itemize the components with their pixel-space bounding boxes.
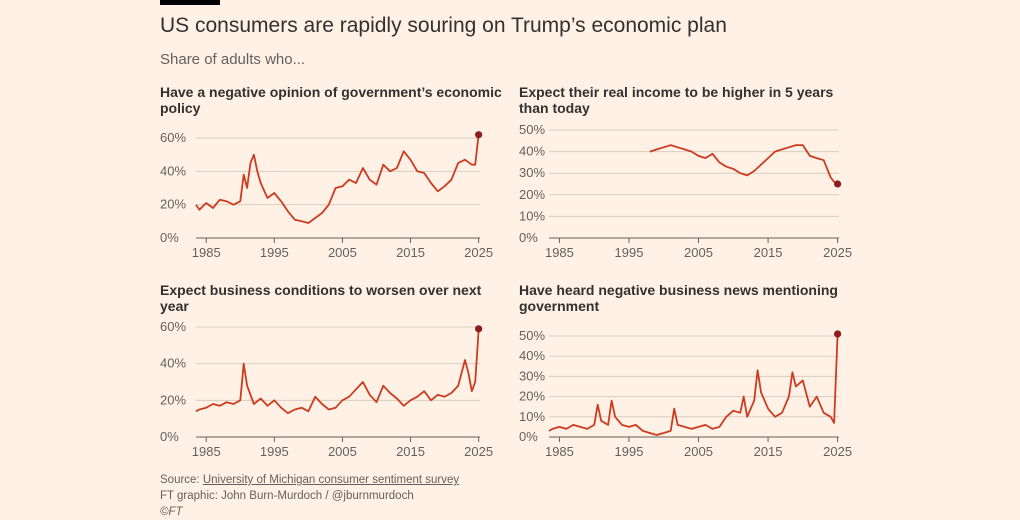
chart-svg: 0% 20% 40% 60% 1985 1995 2005 2015 2025 bbox=[160, 130, 493, 260]
chart-svg: 0% 20% 40% 60% 1985 1995 2005 2015 2025 bbox=[160, 319, 493, 459]
panel-real-income: Expect their real income to be higher in… bbox=[519, 84, 864, 274]
y-tick-label: 10% bbox=[519, 208, 545, 223]
y-tick-label: 0% bbox=[519, 429, 538, 444]
panel-government-policy: Have a negative opinion of government’s … bbox=[160, 84, 505, 274]
chart-subtitle: Share of adults who... bbox=[160, 51, 306, 68]
x-tick-label: 1995 bbox=[615, 444, 644, 459]
series-line bbox=[649, 144, 839, 185]
series-line bbox=[548, 333, 839, 436]
x-tick-label: 2005 bbox=[684, 444, 713, 459]
x-tick-label: 1985 bbox=[545, 444, 574, 459]
x-tick-label: 1985 bbox=[192, 444, 221, 459]
y-tick-label: 50% bbox=[519, 122, 545, 137]
series-line bbox=[195, 134, 480, 224]
y-tick-label: 40% bbox=[519, 144, 545, 159]
x-tick-label: 2025 bbox=[464, 245, 493, 260]
y-tick-label: 20% bbox=[160, 392, 186, 407]
panel-business-conditions: Expect business conditions to worsen ove… bbox=[160, 282, 505, 472]
y-tick-label: 20% bbox=[519, 187, 545, 202]
x-tick-label: 2015 bbox=[396, 444, 425, 459]
chart-svg: 0% 10% 20% 30% 40% 50% 1985 1995 2005 2015 2025 bbox=[519, 328, 852, 459]
y-tick-label: 0% bbox=[519, 230, 538, 245]
x-tick-label: 2005 bbox=[684, 245, 713, 260]
x-tick-label: 2005 bbox=[328, 245, 357, 260]
latest-value-dot bbox=[475, 325, 483, 333]
x-tick-label: 1995 bbox=[260, 245, 289, 260]
y-tick-label: 60% bbox=[160, 319, 186, 334]
ft-accent-bar bbox=[160, 0, 220, 5]
panel-business-news: Have heard negative business news mentio… bbox=[519, 282, 864, 472]
y-tick-label: 40% bbox=[519, 348, 545, 363]
panel-title: Have heard negative business news mentio… bbox=[519, 282, 838, 314]
y-tick-label: 0% bbox=[160, 429, 179, 444]
panel-title: Have a negative opinion of government’s … bbox=[160, 84, 502, 116]
x-tick-label: 2025 bbox=[823, 444, 852, 459]
y-tick-label: 0% bbox=[160, 230, 179, 245]
y-tick-label: 40% bbox=[160, 163, 186, 178]
graphic-credit: FT graphic: John Burn-Murdoch / @jburnmu… bbox=[160, 490, 414, 502]
x-tick-label: 2025 bbox=[823, 245, 852, 260]
source-prefix: Source: bbox=[160, 474, 203, 486]
panel-title: Expect business conditions to worsen ove… bbox=[160, 282, 482, 314]
series-line bbox=[195, 330, 480, 415]
source-note: Source: University of Michigan consumer … bbox=[160, 474, 459, 486]
x-tick-label: 2015 bbox=[754, 444, 783, 459]
y-tick-label: 20% bbox=[519, 389, 545, 404]
source-link[interactable]: University of Michigan consumer sentimen… bbox=[202, 474, 460, 486]
x-tick-label: 1995 bbox=[615, 245, 644, 260]
y-tick-label: 10% bbox=[519, 409, 545, 424]
latest-value-dot bbox=[475, 131, 483, 139]
x-tick-label: 2015 bbox=[754, 245, 783, 260]
chart-svg: 0% 10% 20% 30% 40% 50% 1985 1995 2005 2015 2025 bbox=[519, 122, 852, 260]
y-tick-label: 60% bbox=[160, 130, 186, 145]
latest-value-dot bbox=[834, 180, 842, 188]
x-tick-label: 2005 bbox=[328, 444, 357, 459]
y-tick-label: 20% bbox=[160, 197, 186, 212]
copyright: ©FT bbox=[160, 506, 183, 518]
y-tick-label: 30% bbox=[519, 368, 545, 383]
x-tick-label: 1995 bbox=[260, 444, 289, 459]
y-tick-label: 50% bbox=[519, 328, 545, 343]
y-tick-label: 40% bbox=[160, 356, 186, 371]
x-tick-label: 1985 bbox=[545, 245, 574, 260]
latest-value-dot bbox=[834, 330, 842, 338]
chart-title: US consumers are rapidly souring on Trum… bbox=[160, 14, 727, 37]
panel-title: Expect their real income to be higher in… bbox=[519, 84, 834, 116]
y-tick-label: 30% bbox=[519, 165, 545, 180]
x-tick-label: 2025 bbox=[464, 444, 493, 459]
x-tick-label: 1985 bbox=[192, 245, 221, 260]
x-tick-label: 2015 bbox=[396, 245, 425, 260]
